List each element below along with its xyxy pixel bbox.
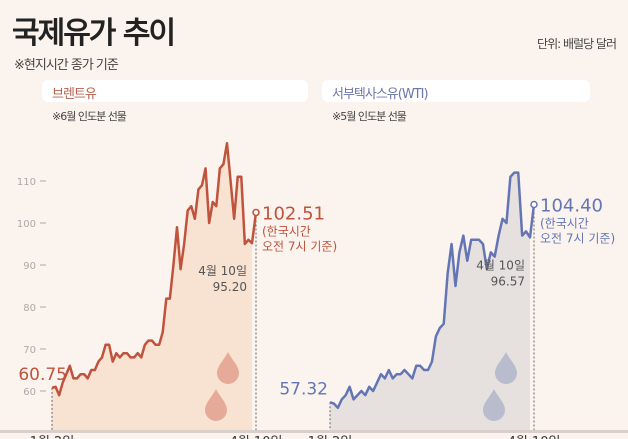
oil-drop-icon xyxy=(495,352,517,384)
latest-point xyxy=(252,208,260,217)
start-value-label: 60.75 xyxy=(18,365,67,385)
latest-point xyxy=(530,200,538,209)
latest-note: (한국시간 xyxy=(540,217,589,231)
latest-note: 오전 7시 기준) xyxy=(540,232,615,246)
brent-title: 브렌트유 xyxy=(42,80,308,102)
oil-drop-icon xyxy=(205,389,227,421)
series-area xyxy=(330,172,530,430)
wti-note: ※5월 인도분 선물 xyxy=(332,110,407,123)
mark-date-label: 4월 10일 xyxy=(198,264,247,278)
page-title: 국제유가 추이 xyxy=(12,16,176,51)
latest-value-label: 104.40 xyxy=(540,196,603,217)
x-tick-label: 4월 10일 xyxy=(230,435,283,439)
series-line xyxy=(51,141,258,397)
start-value-label: 57.32 xyxy=(279,379,328,399)
y-tick-label: 60 xyxy=(23,387,36,398)
unit-label: 단위: 배럴당 달러 xyxy=(537,37,617,51)
x-tick-label: 4월 10일 xyxy=(508,435,561,439)
y-tick-label: 110 xyxy=(17,177,36,188)
mark-date-label: 4월 10일 xyxy=(476,258,525,272)
oil-drop-icon xyxy=(483,389,505,421)
mark-value-label: 95.20 xyxy=(213,280,247,294)
latest-note: 오전 7시 기준) xyxy=(262,239,337,253)
x-tick-label: 1월 2일 xyxy=(308,435,353,439)
y-tick-label: 90 xyxy=(23,261,36,272)
latest-note: (한국시간 xyxy=(262,224,311,238)
wti-title: 서부텍사스유(WTI) xyxy=(322,80,590,102)
y-tick-label: 70 xyxy=(23,345,36,356)
x-axis-baseline xyxy=(0,430,628,433)
y-tick-label: 80 xyxy=(23,303,36,314)
y-tick-label: 100 xyxy=(17,219,36,230)
brent-note: ※6월 인도분 선물 xyxy=(52,110,127,123)
latest-value-label: 102.51 xyxy=(262,203,325,224)
oil-drop-icon xyxy=(217,352,239,384)
x-tick-label: 1월 2일 xyxy=(30,435,75,439)
subtitle: ※현지시간 종가 기준 xyxy=(14,58,119,73)
mark-value-label: 96.57 xyxy=(491,274,525,288)
